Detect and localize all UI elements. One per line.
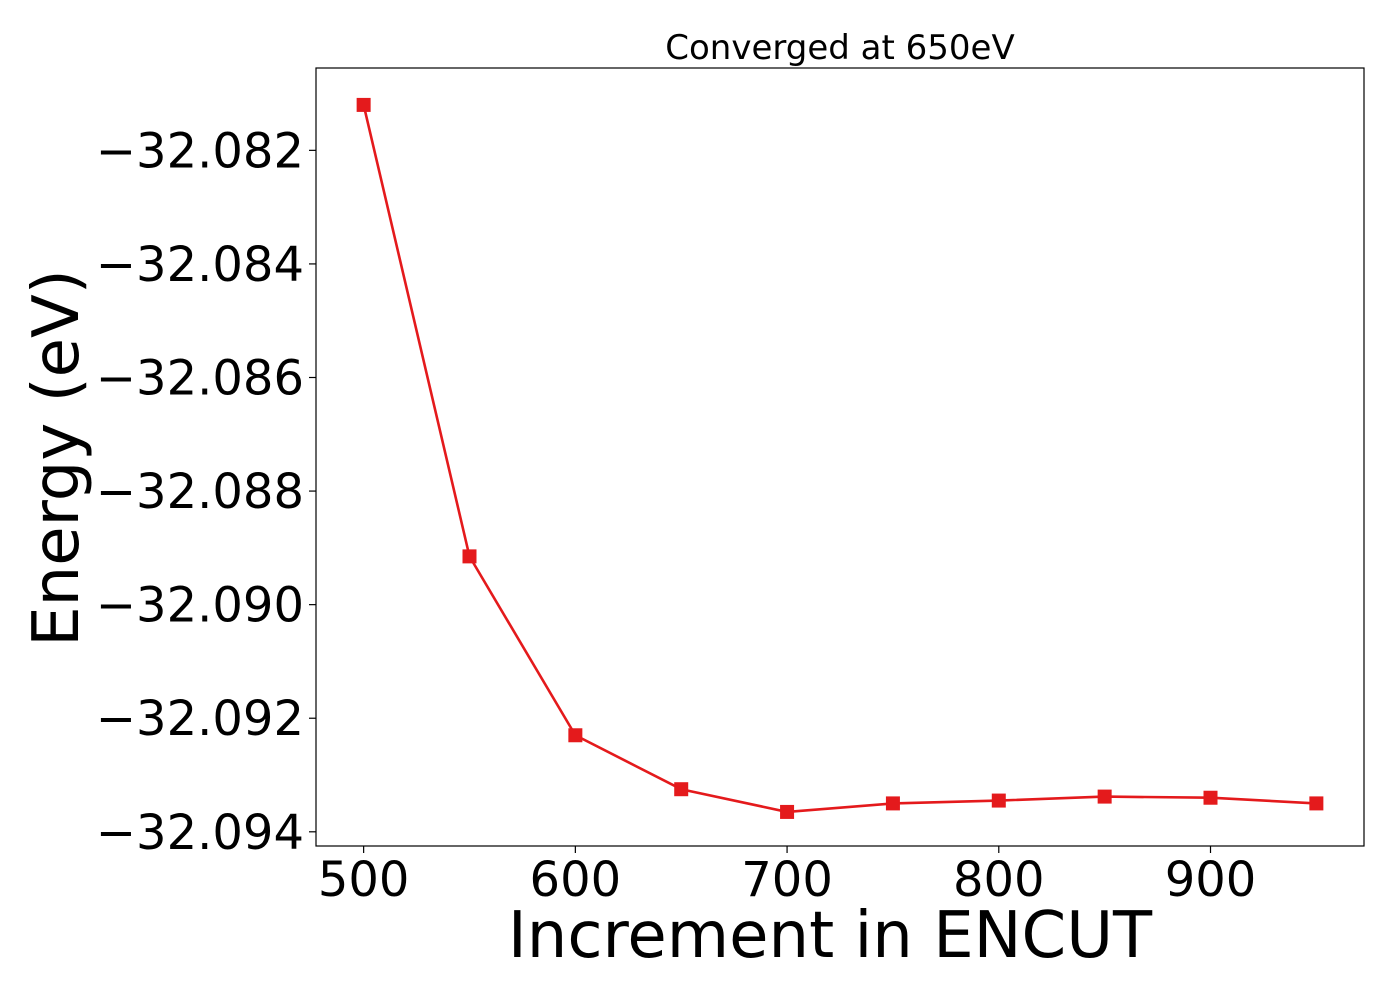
x-tick-label-600: 600 xyxy=(530,852,622,908)
data-point-900 xyxy=(1203,790,1218,805)
series-line-0 xyxy=(362,104,1317,814)
y-tick-label-1: −32.084 xyxy=(96,237,304,293)
x-axis-label: Increment in ENCUT xyxy=(508,899,1153,973)
x-tick-label-500: 500 xyxy=(318,852,410,908)
y-tick-label-5: −32.092 xyxy=(96,691,304,747)
x-tick-label-800: 800 xyxy=(953,852,1045,908)
data-point-850 xyxy=(1097,789,1112,804)
data-point-550 xyxy=(462,549,477,564)
data-point-750 xyxy=(885,796,900,811)
y-tick-label-0: −32.082 xyxy=(96,123,304,179)
data-point-950 xyxy=(1309,796,1324,811)
data-point-500 xyxy=(356,97,371,112)
data-point-600 xyxy=(568,728,583,743)
plot-area: 500 600 700 800 900 −32.082 −32.084 −32.086 −32.… xyxy=(96,67,1365,908)
y-axis-label: Energy (eV) xyxy=(20,269,94,647)
y-tick-label-2: −32.086 xyxy=(96,350,304,406)
x-tick-label-700: 700 xyxy=(741,852,833,908)
axes-frame xyxy=(315,67,1365,847)
y-tick-label-4: −32.090 xyxy=(96,578,304,634)
chart-title: Converged at 650eV xyxy=(665,28,1014,68)
x-tick-label-900: 900 xyxy=(1165,852,1257,908)
y-tick-label-3: −32.088 xyxy=(96,464,304,520)
data-point-700 xyxy=(780,804,795,819)
data-point-800 xyxy=(991,793,1006,808)
data-point-650 xyxy=(674,782,689,797)
y-tick-label-6: −32.094 xyxy=(96,805,304,861)
